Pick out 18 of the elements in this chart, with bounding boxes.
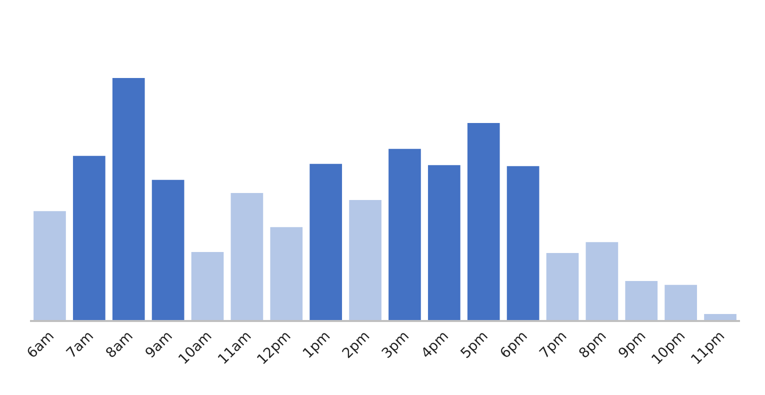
bar	[704, 314, 736, 320]
bar	[191, 252, 224, 320]
bar	[546, 252, 579, 320]
bar	[625, 281, 658, 320]
bar	[664, 284, 698, 320]
bar	[270, 227, 303, 320]
bar	[72, 156, 106, 320]
bar	[506, 166, 540, 320]
bar	[310, 164, 342, 320]
bar	[34, 211, 66, 320]
bar	[467, 123, 500, 320]
bar	[112, 78, 145, 320]
bar	[586, 242, 618, 320]
bar	[388, 148, 421, 320]
bar	[230, 192, 264, 320]
bar	[349, 200, 382, 320]
bar	[428, 165, 460, 320]
bar	[152, 180, 184, 320]
